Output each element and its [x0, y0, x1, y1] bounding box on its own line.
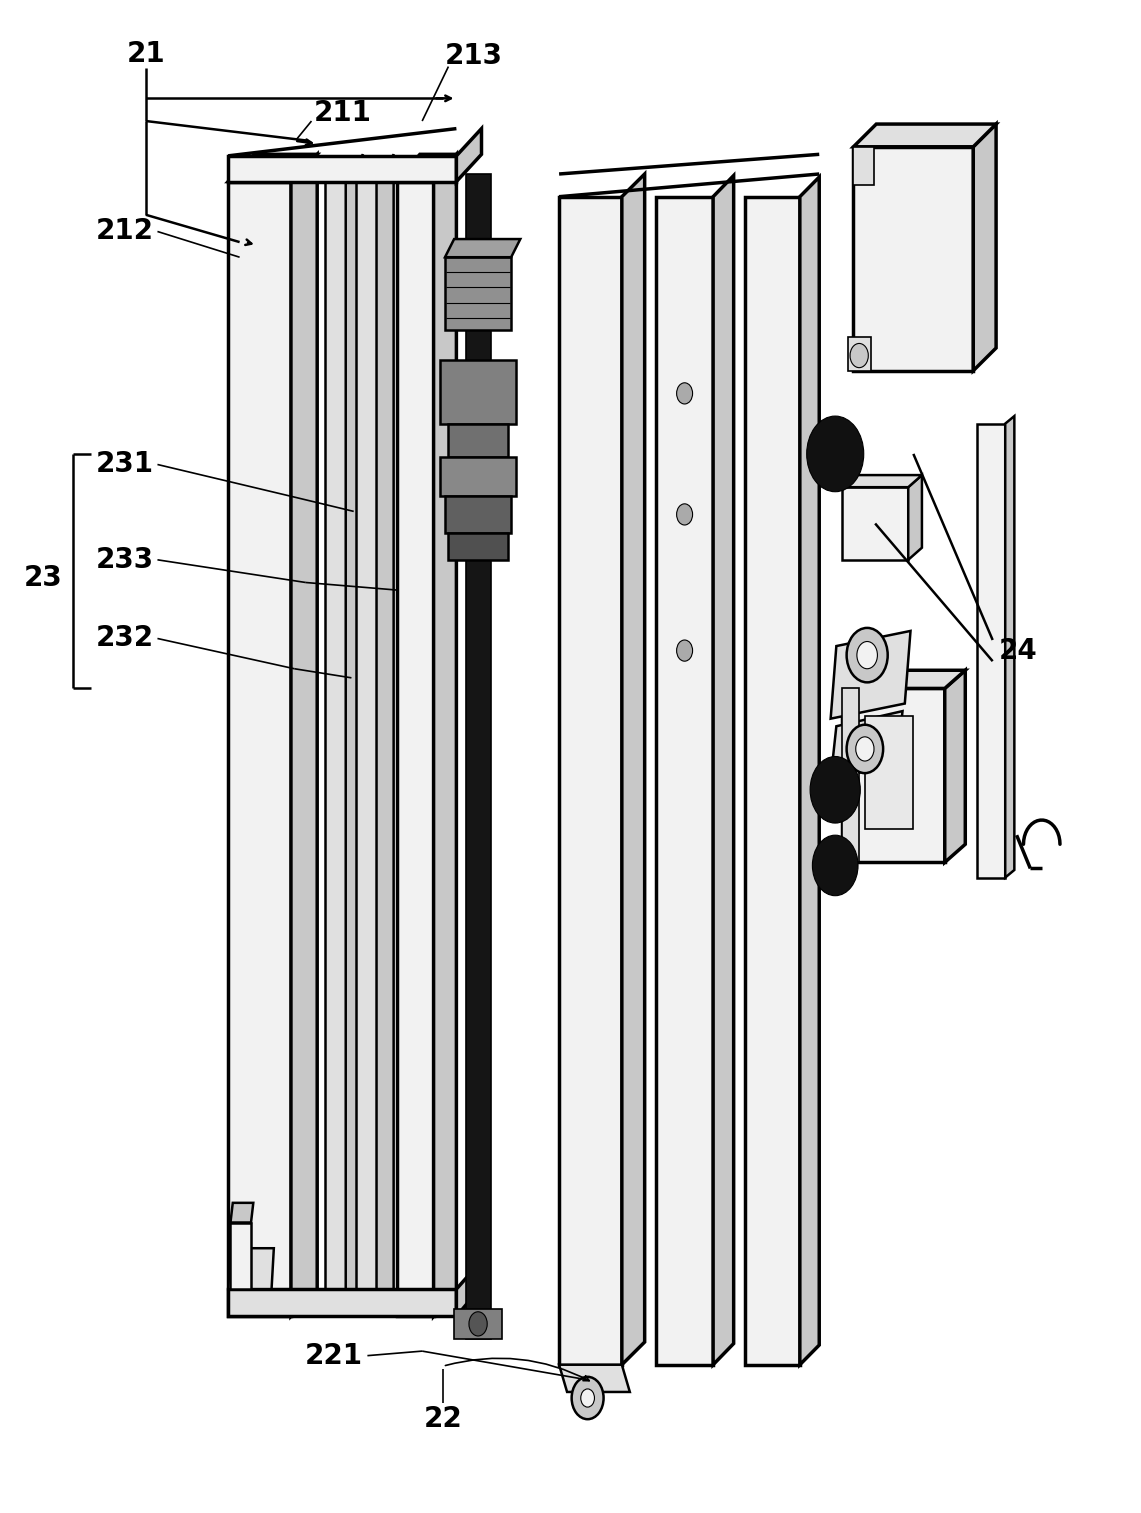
Polygon shape	[853, 147, 973, 371]
Polygon shape	[228, 154, 317, 182]
Polygon shape	[456, 1263, 479, 1316]
Polygon shape	[1005, 416, 1014, 878]
Circle shape	[677, 504, 693, 525]
Polygon shape	[445, 257, 511, 330]
Circle shape	[847, 725, 883, 773]
Polygon shape	[842, 688, 945, 862]
Text: 211: 211	[314, 100, 372, 127]
Circle shape	[810, 756, 860, 823]
Polygon shape	[228, 182, 291, 1316]
Polygon shape	[346, 154, 363, 1316]
Polygon shape	[865, 716, 913, 829]
Polygon shape	[831, 631, 911, 719]
Polygon shape	[842, 487, 908, 560]
Polygon shape	[356, 182, 377, 1316]
Polygon shape	[445, 496, 511, 533]
Circle shape	[807, 416, 864, 492]
Polygon shape	[397, 182, 434, 1316]
Polygon shape	[397, 154, 456, 182]
Polygon shape	[559, 174, 819, 197]
Text: 213: 213	[445, 42, 502, 70]
Circle shape	[572, 1377, 604, 1419]
Circle shape	[850, 343, 868, 368]
Circle shape	[812, 835, 858, 896]
Text: 221: 221	[305, 1342, 363, 1369]
Polygon shape	[456, 129, 482, 182]
Polygon shape	[466, 174, 491, 1339]
Text: 21: 21	[127, 41, 165, 68]
Polygon shape	[831, 711, 903, 779]
Polygon shape	[434, 154, 456, 1316]
Polygon shape	[745, 197, 800, 1365]
Polygon shape	[842, 670, 965, 688]
Text: 212: 212	[96, 218, 154, 245]
Polygon shape	[853, 124, 996, 147]
Circle shape	[847, 628, 888, 682]
Polygon shape	[800, 177, 819, 1365]
Polygon shape	[291, 154, 317, 1316]
Polygon shape	[842, 688, 859, 862]
Polygon shape	[228, 1248, 274, 1289]
Polygon shape	[977, 424, 1005, 878]
Polygon shape	[448, 533, 508, 560]
Circle shape	[856, 737, 874, 761]
Polygon shape	[853, 147, 874, 185]
Polygon shape	[622, 174, 645, 1365]
Circle shape	[677, 640, 693, 661]
Polygon shape	[440, 457, 516, 496]
Polygon shape	[559, 154, 819, 174]
Polygon shape	[325, 182, 346, 1316]
Polygon shape	[448, 424, 508, 457]
Polygon shape	[228, 1289, 456, 1316]
Polygon shape	[230, 1203, 253, 1223]
Polygon shape	[713, 176, 734, 1365]
Polygon shape	[440, 360, 516, 424]
Polygon shape	[377, 154, 394, 1316]
Text: 24: 24	[998, 637, 1037, 664]
Polygon shape	[656, 197, 713, 1365]
Polygon shape	[945, 670, 965, 862]
Text: 22: 22	[423, 1406, 462, 1433]
Circle shape	[677, 383, 693, 404]
Polygon shape	[973, 124, 996, 371]
Circle shape	[857, 642, 877, 669]
Text: 232: 232	[96, 625, 154, 652]
Polygon shape	[559, 1365, 630, 1392]
Polygon shape	[559, 197, 622, 1365]
Polygon shape	[228, 156, 456, 182]
Polygon shape	[230, 1223, 251, 1289]
Circle shape	[469, 1312, 487, 1336]
Circle shape	[581, 1389, 594, 1407]
Polygon shape	[908, 475, 922, 560]
Polygon shape	[842, 475, 922, 487]
Text: 231: 231	[96, 451, 154, 478]
Polygon shape	[445, 239, 520, 257]
Polygon shape	[848, 337, 871, 371]
Text: 23: 23	[24, 564, 63, 592]
Polygon shape	[228, 129, 456, 156]
Polygon shape	[454, 1309, 502, 1339]
Text: 233: 233	[96, 546, 154, 573]
